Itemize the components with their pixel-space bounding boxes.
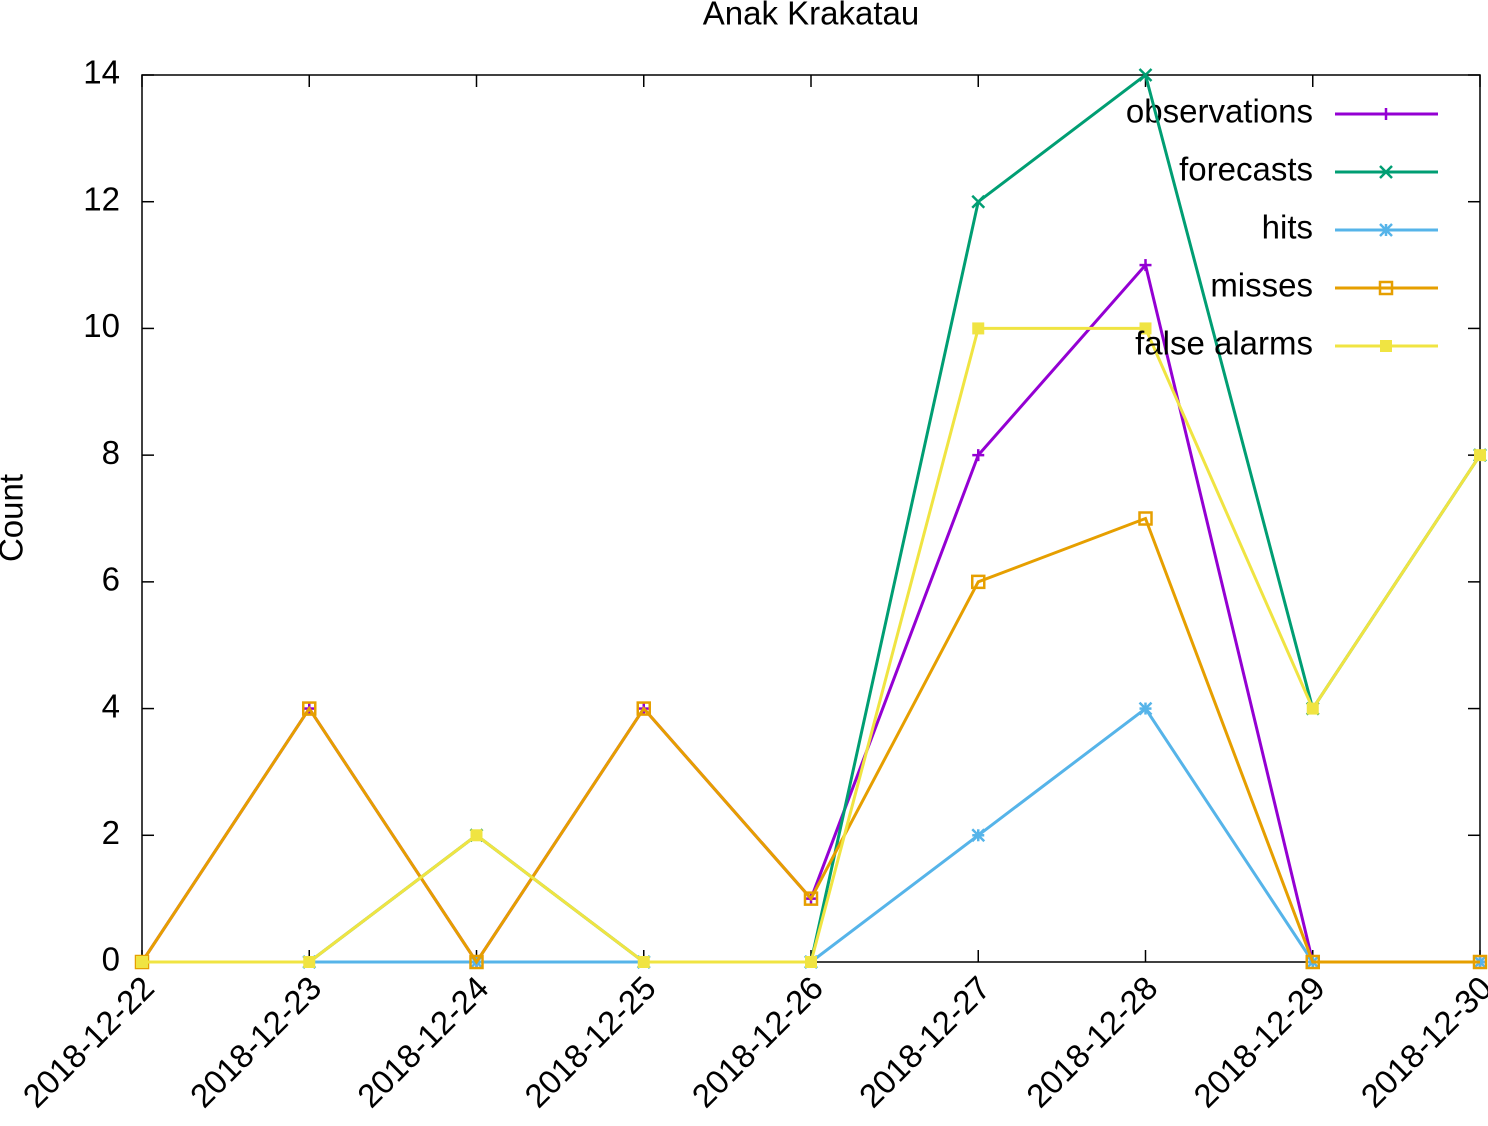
x-tick-label: 2018-12-29 — [1186, 969, 1332, 1115]
point — [469, 954, 484, 970]
series-line — [142, 326, 1482, 964]
x-tick-label: 2018-12-23 — [183, 969, 329, 1115]
y-tick-label: 2 — [102, 814, 120, 851]
point — [803, 891, 819, 906]
point-shape — [1472, 954, 1488, 970]
series-line — [140, 516, 1480, 965]
point-shape — [803, 891, 819, 906]
point — [971, 828, 986, 843]
point — [136, 956, 148, 968]
point-stroke — [1379, 165, 1393, 179]
point-shape — [136, 956, 148, 968]
point-shape — [1305, 954, 1320, 970]
point — [805, 956, 817, 968]
y-tick-label: 6 — [102, 561, 120, 598]
point-shape — [1139, 322, 1152, 335]
x-tick-label: 2018-12-24 — [350, 969, 496, 1115]
x-tick-label: 2018-12-26 — [685, 969, 831, 1115]
x-tick-label: 2018-12-25 — [517, 969, 663, 1115]
point-shape — [302, 701, 317, 716]
point-shape — [805, 956, 817, 968]
point — [303, 956, 316, 968]
y-tick-label: 12 — [83, 180, 120, 217]
point-shape — [470, 829, 483, 842]
point — [637, 956, 650, 968]
legend-label: hits — [1262, 209, 1313, 246]
y-tick-label: 14 — [83, 54, 120, 91]
point — [1474, 449, 1486, 462]
x-tick-label: 2018-12-28 — [1019, 969, 1165, 1115]
point-shape — [469, 954, 484, 970]
legend-marker — [1379, 223, 1393, 237]
point — [1139, 259, 1152, 272]
point-stroke — [1379, 223, 1393, 237]
series-line — [142, 706, 1480, 964]
point-stroke — [1138, 68, 1153, 82]
legend-label: false alarms — [1135, 325, 1313, 362]
point-shape — [1306, 702, 1319, 715]
point — [971, 194, 986, 209]
y-tick-label: 0 — [102, 941, 120, 978]
y-tick-label: 4 — [102, 687, 120, 724]
point-shape — [1474, 449, 1486, 462]
x-tick-label: 2018-12-27 — [852, 969, 998, 1115]
point-stroke — [971, 828, 986, 843]
y-tick-label: 8 — [102, 434, 120, 471]
point — [1139, 322, 1152, 335]
point — [1305, 954, 1320, 970]
point-shape — [1380, 340, 1392, 352]
point-shape — [636, 701, 651, 716]
point — [1306, 702, 1319, 715]
point-shape — [1378, 280, 1394, 296]
point-stroke — [1138, 701, 1153, 716]
legend-marker — [1379, 165, 1393, 179]
point — [972, 322, 985, 335]
point-shape — [1138, 511, 1153, 526]
point-shape — [303, 956, 316, 968]
point — [1138, 511, 1153, 526]
series-line — [140, 261, 1480, 965]
y-tick-label: 10 — [83, 307, 120, 344]
point-shape — [972, 322, 985, 335]
point — [972, 449, 985, 462]
y-axis-label: Count — [0, 474, 30, 562]
x-tick-label: 2018-12-30 — [1354, 969, 1488, 1115]
legend-marker — [1380, 108, 1392, 120]
point — [1472, 954, 1488, 970]
point — [470, 829, 483, 842]
point-stroke — [971, 194, 986, 209]
point — [636, 701, 651, 716]
point — [1138, 68, 1153, 82]
legend-marker — [1380, 340, 1392, 352]
x-tick-label: 2018-12-22 — [16, 969, 162, 1115]
point — [971, 574, 986, 590]
point — [1138, 701, 1153, 716]
legend-label: misses — [1210, 267, 1313, 304]
point-shape — [971, 574, 986, 590]
chart-title: Anak Krakatau — [703, 0, 919, 32]
point — [302, 701, 317, 716]
legend-marker — [1378, 280, 1394, 296]
legend-label: forecasts — [1179, 151, 1313, 188]
point-shape — [637, 956, 650, 968]
